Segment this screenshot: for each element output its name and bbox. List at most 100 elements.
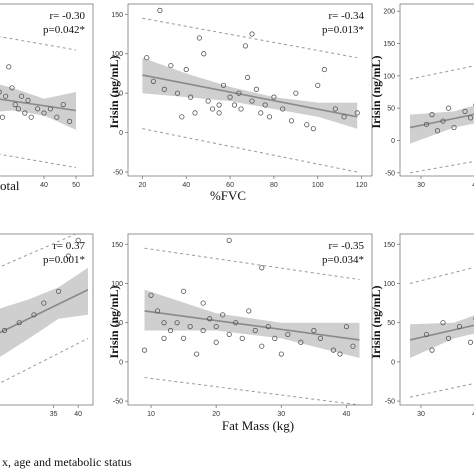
- y-tick-label: 0: [391, 138, 395, 145]
- y-tick-label: 0: [391, 359, 395, 366]
- x-tick-label: 80: [270, 182, 278, 189]
- regression-line: [142, 74, 358, 118]
- prediction-interval-upper: [144, 247, 360, 281]
- x-tick-label: 20: [212, 411, 220, 418]
- y-axis-label: Irisin (ng/mL): [369, 55, 383, 128]
- data-point: [220, 312, 226, 318]
- data-point: [285, 331, 291, 338]
- y-tick-label: 150: [111, 12, 123, 19]
- data-point: [245, 74, 251, 81]
- data-point: [157, 7, 163, 13]
- data-point: [41, 110, 47, 116]
- data-point: [266, 114, 273, 120]
- data-point: [22, 110, 28, 116]
- prediction-interval-upper: [142, 17, 358, 59]
- data-point: [150, 78, 156, 84]
- data-point: [207, 316, 213, 322]
- confidence-band: [0, 84, 76, 130]
- data-point: [304, 122, 310, 128]
- data-point: [0, 89, 2, 95]
- data-point: [321, 66, 327, 73]
- x-tick-label: 10: [147, 411, 155, 418]
- y-axis-label: Irisin (ng/mL): [107, 55, 121, 128]
- data-point: [423, 331, 430, 338]
- data-point: [262, 102, 268, 108]
- x-tick-label: 30: [417, 182, 425, 189]
- data-point: [6, 64, 12, 70]
- data-point: [15, 106, 21, 112]
- data-point: [233, 320, 239, 326]
- data-point: [196, 35, 202, 41]
- x-tick-label: 30: [417, 411, 425, 418]
- y-tick-label: 50: [387, 106, 395, 113]
- data-point: [161, 335, 167, 341]
- prediction-interval-lower: [144, 377, 360, 405]
- y-axis-label: Irisin (ng/mL): [369, 285, 383, 358]
- data-point: [60, 102, 66, 108]
- data-point: [25, 97, 31, 104]
- panel-top-left: 40 50 r= -0.30 p=0.042* otal: [0, 3, 94, 193]
- data-point: [227, 94, 233, 100]
- data-point: [9, 85, 15, 91]
- data-point: [311, 327, 317, 334]
- x-tick-label: 35: [50, 411, 58, 418]
- y-tick-label: -50: [113, 399, 123, 406]
- data-point: [188, 94, 194, 100]
- x-tick-label: 40: [472, 411, 474, 418]
- data-point: [271, 94, 277, 100]
- data-point: [47, 106, 54, 112]
- prediction-interval-lower: [0, 337, 89, 384]
- prediction-interval-upper: [409, 266, 474, 284]
- plot-area: [141, 237, 360, 405]
- data-point: [317, 335, 323, 341]
- data-point: [174, 320, 180, 326]
- data-point: [18, 93, 25, 99]
- y-tick-label: 0: [119, 359, 123, 366]
- data-point: [288, 118, 295, 124]
- y-tick-label: 200: [383, 9, 395, 16]
- x-axis-label: otal: [0, 178, 20, 193]
- data-point: [451, 124, 457, 131]
- data-point: [148, 292, 154, 298]
- prediction-interval-lower: [409, 160, 474, 174]
- r-value: r= -0.30: [49, 10, 85, 22]
- data-point: [259, 343, 265, 349]
- x-tick-label: 40: [343, 411, 351, 418]
- y-tick-label: 100: [111, 281, 123, 288]
- data-point: [239, 335, 245, 341]
- data-point: [337, 351, 343, 357]
- data-point: [242, 43, 249, 49]
- data-point: [220, 82, 227, 88]
- data-point: [350, 343, 356, 349]
- x-tick-label: 120: [356, 182, 368, 189]
- panel-top-mid: 20 40 60 80 100 120 -50 0 50 100 150 r= -0.34 p=0.01…: [107, 3, 373, 203]
- data-point: [194, 351, 200, 357]
- y-tick-label: 0: [119, 130, 123, 137]
- data-point: [445, 335, 452, 341]
- prediction-interval-lower: [409, 382, 474, 398]
- data-point: [249, 31, 255, 37]
- y-tick-label: 100: [383, 281, 395, 288]
- panel-bottom-mid: 10 20 30 40 -50 0 50 100 150 r= -0.35 p=0.034* Fat …: [107, 233, 373, 433]
- data-point: [205, 98, 211, 104]
- data-point: [341, 114, 347, 120]
- x-tick-label: 30: [277, 411, 285, 418]
- data-point: [41, 300, 47, 306]
- y-tick-label: 150: [111, 242, 123, 249]
- data-point: [161, 320, 167, 326]
- data-point: [462, 108, 468, 114]
- plot-area: [0, 234, 89, 384]
- data-point: [34, 106, 41, 112]
- confidence-band: [0, 267, 88, 357]
- p-value: p=0.001*: [43, 254, 85, 266]
- prediction-interval-lower: [0, 153, 77, 169]
- data-point: [238, 106, 244, 112]
- data-point: [181, 288, 187, 294]
- x-axis-label: Fat Mass (kg): [222, 418, 294, 433]
- data-point: [216, 110, 222, 116]
- plot-area: [409, 65, 474, 174]
- data-point: [252, 327, 258, 334]
- data-point: [332, 106, 338, 112]
- prediction-interval-upper: [0, 234, 77, 268]
